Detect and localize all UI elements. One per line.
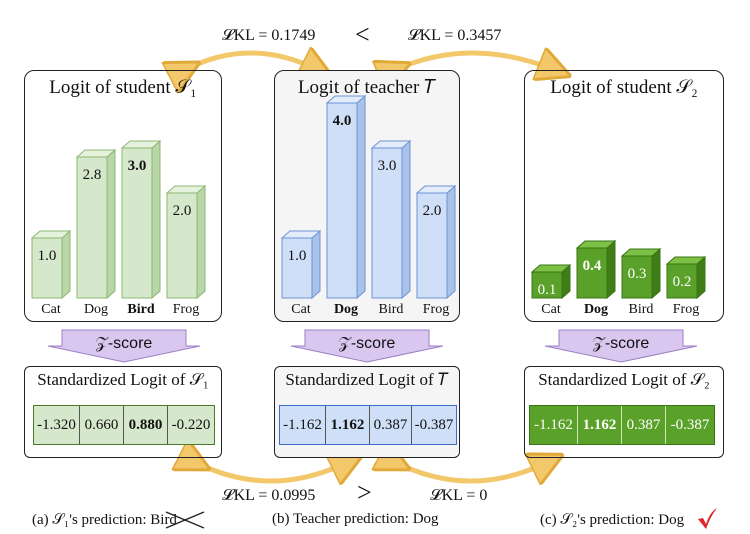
bar-value-label: 2.8 bbox=[82, 167, 102, 183]
bar-value-label: 1.0 bbox=[37, 248, 57, 264]
bar-value-label: 4.0 bbox=[332, 113, 352, 129]
std-cell: 1.162 bbox=[326, 406, 370, 444]
kl-bottom-right: 𝓛KL = 0 bbox=[430, 487, 488, 504]
bar bbox=[280, 229, 322, 300]
caption-prediction: Dog bbox=[658, 512, 685, 528]
bar bbox=[575, 239, 617, 300]
std-cell: 0.387 bbox=[370, 406, 412, 444]
bar bbox=[75, 148, 117, 300]
bar bbox=[415, 184, 457, 300]
std-cell: -0.387 bbox=[414, 416, 454, 433]
standardized-cells: -1.162 1.162 0.387 -0.387 bbox=[529, 405, 715, 445]
standardized-box-student-2: Standardized Logit of 𝒮₂ -1.162 1.162 0.… bbox=[524, 366, 724, 458]
kl-top-right: 𝓛KL = 0.3457 bbox=[408, 27, 502, 44]
category-label: Dog bbox=[333, 302, 359, 317]
panel-student-2: Logit of student 𝒮₂ bbox=[524, 70, 724, 322]
check-icon bbox=[698, 508, 717, 529]
bar-value-label: 0.2 bbox=[672, 274, 692, 290]
bar bbox=[120, 139, 162, 300]
standardized-box-teacher: Standardized Logit of 𝑇 -1.162 1.162 0.3… bbox=[274, 366, 460, 458]
comparison-bottom: > bbox=[357, 478, 372, 507]
cross-out-mark bbox=[165, 511, 205, 529]
panel-title: Logit of student 𝒮₁ bbox=[49, 77, 197, 98]
category-label: Bird bbox=[127, 302, 155, 317]
bar-value-label: 2.0 bbox=[422, 203, 442, 219]
caption-teacher: (b) Teacher prediction: Dog bbox=[272, 511, 439, 528]
std-cell: 0.660 bbox=[80, 406, 124, 444]
arrow-bottom-left bbox=[195, 462, 348, 481]
zscore-arrow-3 bbox=[544, 329, 698, 363]
arrow-top-right bbox=[395, 53, 555, 70]
standardized-title: Standardized Logit of 𝑇 bbox=[285, 370, 449, 389]
bar-value-label: 0.3 bbox=[627, 266, 647, 282]
bar bbox=[665, 255, 707, 300]
std-cell: -1.162 bbox=[530, 406, 578, 444]
zscore-arrow-2 bbox=[290, 329, 444, 363]
kl-top-left: 𝓛KL = 0.1749 bbox=[222, 27, 316, 44]
caption-student-2: (c) 𝒮₂'s prediction: Dog bbox=[540, 511, 684, 529]
std-cell: -1.162 bbox=[280, 406, 326, 444]
bar bbox=[620, 247, 662, 300]
std-cell: -0.387 bbox=[670, 416, 710, 433]
zscore-arrow-1 bbox=[47, 329, 201, 363]
category-label: Dog bbox=[83, 302, 109, 317]
zscore-label-3: 𝒵-score bbox=[592, 335, 650, 352]
bar bbox=[165, 184, 207, 300]
std-cell: 0.880 bbox=[124, 406, 168, 444]
panel-title: Logit of student 𝒮₂ bbox=[550, 77, 698, 98]
panel-student-1: Logit of student 𝒮₁ bbox=[24, 70, 222, 322]
bar bbox=[370, 139, 412, 300]
std-cell: 0.387 bbox=[622, 406, 666, 444]
category-label: Frog bbox=[172, 302, 200, 317]
category-label: Cat bbox=[291, 302, 311, 317]
bar-value-label: 3.0 bbox=[127, 158, 147, 174]
caption-student-1: (a) 𝒮₁'s prediction: Bird bbox=[32, 511, 177, 529]
caption-prefix: (b) Teacher prediction: bbox=[272, 511, 413, 527]
panel-title: Logit of teacher 𝑇 bbox=[297, 77, 437, 98]
bar bbox=[30, 229, 72, 300]
caption-prediction-crossed: Bird bbox=[150, 512, 177, 528]
std-cell: 1.162 bbox=[578, 406, 622, 444]
category-label: Bird bbox=[628, 302, 654, 317]
caption-prefix: (a) 𝒮₁'s prediction: bbox=[32, 512, 151, 528]
bar bbox=[325, 94, 367, 300]
standardized-title: Standardized Logit of 𝒮₁ bbox=[37, 370, 209, 389]
standardized-cells: -1.320 0.660 0.880 -0.220 bbox=[33, 405, 215, 445]
arrow-bottom-right bbox=[395, 462, 548, 481]
std-cell: -0.220 bbox=[171, 416, 211, 433]
arrow-top-left bbox=[185, 53, 318, 70]
category-label: Bird bbox=[378, 302, 404, 317]
category-label: Frog bbox=[422, 302, 450, 317]
zscore-label-1: 𝒵-score bbox=[95, 335, 153, 352]
caption-prediction: Dog bbox=[412, 511, 439, 527]
bar-value-label: 0.1 bbox=[537, 282, 557, 298]
bar bbox=[530, 263, 572, 300]
category-label: Dog bbox=[583, 302, 609, 317]
bar-value-label: 3.0 bbox=[377, 158, 397, 174]
comparison-top: < bbox=[355, 20, 370, 49]
kl-bottom-left: 𝓛KL = 0.0995 bbox=[222, 487, 316, 504]
category-label: Frog bbox=[672, 302, 700, 317]
bar-value-label: 1.0 bbox=[287, 248, 307, 264]
category-label: Cat bbox=[541, 302, 561, 317]
standardized-box-student-1: Standardized Logit of 𝒮₁ -1.320 0.660 0.… bbox=[24, 366, 222, 458]
standardized-cells: -1.162 1.162 0.387 -0.387 bbox=[279, 405, 457, 445]
caption-prefix: (c) 𝒮₂'s prediction: bbox=[540, 512, 659, 528]
bar-value-label: 2.0 bbox=[172, 203, 192, 219]
zscore-label-2: 𝒵-score bbox=[338, 335, 396, 352]
standardized-title: Standardized Logit of 𝒮₂ bbox=[538, 370, 710, 389]
category-label: Cat bbox=[41, 302, 61, 317]
bar-value-label: 0.4 bbox=[582, 258, 602, 274]
std-cell: -1.320 bbox=[34, 406, 80, 444]
